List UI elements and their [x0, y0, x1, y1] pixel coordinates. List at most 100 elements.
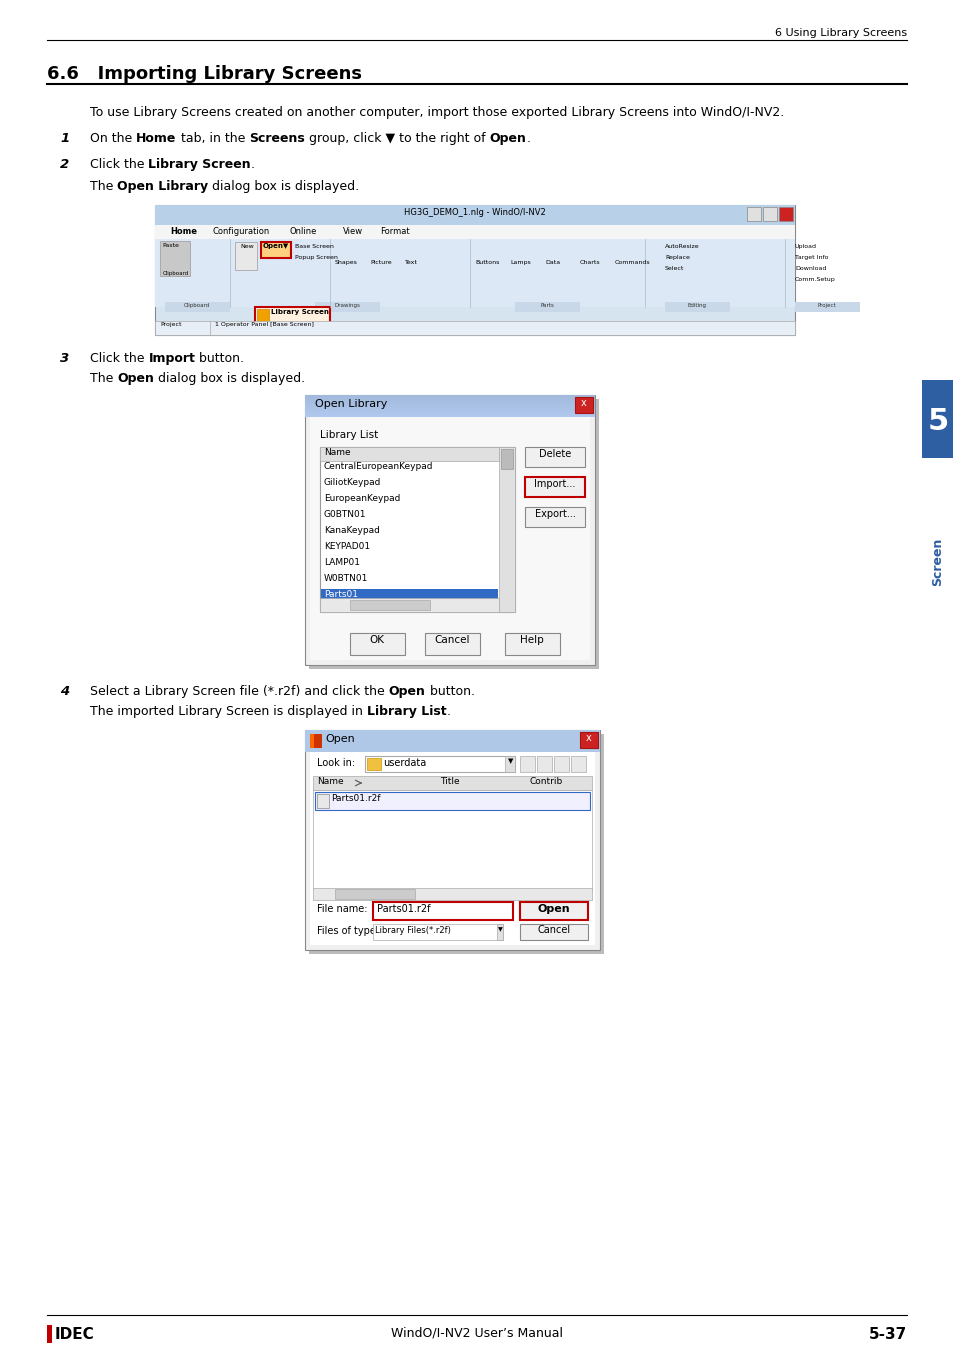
Text: Editing: Editing [687, 302, 706, 308]
Text: Import: Import [149, 352, 195, 365]
Text: 5: 5 [926, 406, 947, 436]
Text: On the: On the [90, 132, 136, 144]
Bar [154, 321, 794, 335]
Bar [256, 309, 269, 321]
Text: Open: Open [117, 373, 154, 385]
Text: Lamps: Lamps [510, 261, 530, 265]
Text: Click the: Click the [90, 158, 149, 171]
Text: Screen: Screen [930, 539, 943, 586]
Bar [524, 447, 584, 467]
Text: LAMP01: LAMP01 [324, 558, 359, 567]
Text: KEYPAD01: KEYPAD01 [324, 541, 370, 551]
Bar [254, 306, 330, 323]
Bar [575, 397, 593, 413]
Text: Base Screen: Base Screen [294, 244, 334, 248]
Text: Files of type:: Files of type: [316, 926, 378, 936]
Text: Download: Download [794, 266, 825, 271]
Bar [365, 756, 515, 772]
Text: Select a Library Screen file (*.r2f) and click the: Select a Library Screen file (*.r2f) and… [90, 684, 388, 698]
Text: Library Screen: Library Screen [271, 309, 329, 315]
Bar [310, 417, 589, 660]
Text: CentralEuropeanKeypad: CentralEuropeanKeypad [324, 462, 433, 471]
Text: ▼: ▼ [507, 757, 513, 764]
Bar [519, 902, 587, 919]
Bar [515, 302, 579, 312]
Text: Picture: Picture [370, 261, 392, 265]
Bar [498, 447, 515, 612]
Bar [314, 302, 379, 312]
Bar [165, 302, 230, 312]
Text: Home: Home [136, 132, 176, 144]
Text: Parts01: Parts01 [324, 590, 357, 599]
Text: Contrib: Contrib [530, 778, 562, 786]
Bar [313, 776, 592, 790]
Text: The: The [90, 180, 117, 193]
Bar [335, 890, 415, 899]
Bar [309, 734, 603, 954]
Text: View: View [343, 227, 363, 236]
Bar [261, 242, 291, 258]
Text: Comm.Setup: Comm.Setup [794, 277, 835, 282]
Text: Replace: Replace [664, 255, 689, 261]
Bar [497, 923, 502, 940]
Text: 1 Operator Panel [Base Screen]: 1 Operator Panel [Base Screen] [214, 323, 314, 327]
Text: Title: Title [439, 778, 459, 786]
Text: AutoResize: AutoResize [664, 244, 699, 248]
Text: Open: Open [489, 132, 526, 144]
Text: Open Library: Open Library [314, 400, 387, 409]
Bar [309, 400, 598, 670]
Text: Library List: Library List [367, 705, 446, 718]
Text: userdata: userdata [382, 757, 426, 768]
Text: tab, in the: tab, in the [176, 132, 249, 144]
Text: WindO/I-NV2 User’s Manual: WindO/I-NV2 User’s Manual [391, 1327, 562, 1341]
Text: Open▼: Open▼ [263, 243, 289, 248]
Text: Paste: Paste [162, 243, 178, 248]
Bar [921, 379, 953, 458]
Text: Format: Format [379, 227, 409, 236]
Text: Clipboard: Clipboard [184, 302, 210, 308]
Text: KanaKeypad: KanaKeypad [324, 526, 379, 535]
Text: ▼: ▼ [497, 927, 502, 931]
Text: Home: Home [170, 227, 196, 236]
Text: Online: Online [290, 227, 317, 236]
Bar [794, 302, 859, 312]
Text: File name:: File name: [316, 904, 367, 914]
Text: dialog box is displayed.: dialog box is displayed. [209, 180, 359, 193]
Bar [314, 792, 589, 810]
Bar [234, 242, 256, 270]
Text: Upload: Upload [794, 244, 816, 248]
Bar [524, 508, 584, 526]
Text: .: . [446, 705, 450, 718]
Text: Project: Project [160, 323, 181, 327]
Bar [579, 732, 598, 748]
Text: Library List: Library List [319, 431, 377, 440]
Bar [316, 794, 329, 809]
Text: HG3G_DEMO_1.nlg - WindO/I-NV2: HG3G_DEMO_1.nlg - WindO/I-NV2 [404, 208, 545, 217]
Text: 6 Using Library Screens: 6 Using Library Screens [774, 28, 906, 38]
Text: IDEC: IDEC [55, 1327, 94, 1342]
Bar [504, 633, 559, 655]
Bar [154, 205, 794, 225]
Bar [320, 589, 497, 603]
Text: Charts: Charts [579, 261, 600, 265]
Text: GiliotKeypad: GiliotKeypad [324, 478, 381, 487]
Text: button.: button. [425, 684, 475, 698]
Text: The imported Library Screen is displayed in: The imported Library Screen is displayed… [90, 705, 367, 718]
Text: Parts01.r2f: Parts01.r2f [331, 794, 380, 803]
Text: Commands: Commands [615, 261, 650, 265]
Text: Cancel: Cancel [434, 634, 469, 645]
Bar [424, 633, 479, 655]
Text: Text: Text [405, 261, 417, 265]
Text: EuropeanKeypad: EuropeanKeypad [324, 494, 400, 504]
Bar [305, 396, 595, 666]
Bar [350, 599, 430, 610]
Text: Name: Name [316, 778, 343, 786]
Text: button.: button. [195, 352, 244, 365]
Bar [664, 302, 729, 312]
Bar [367, 757, 380, 769]
Text: Target Info: Target Info [794, 255, 827, 261]
Text: 2: 2 [60, 158, 70, 171]
Text: Parts: Parts [539, 302, 554, 308]
Text: 6.6   Importing Library Screens: 6.6 Importing Library Screens [47, 65, 361, 82]
Text: Drawings: Drawings [334, 302, 359, 308]
